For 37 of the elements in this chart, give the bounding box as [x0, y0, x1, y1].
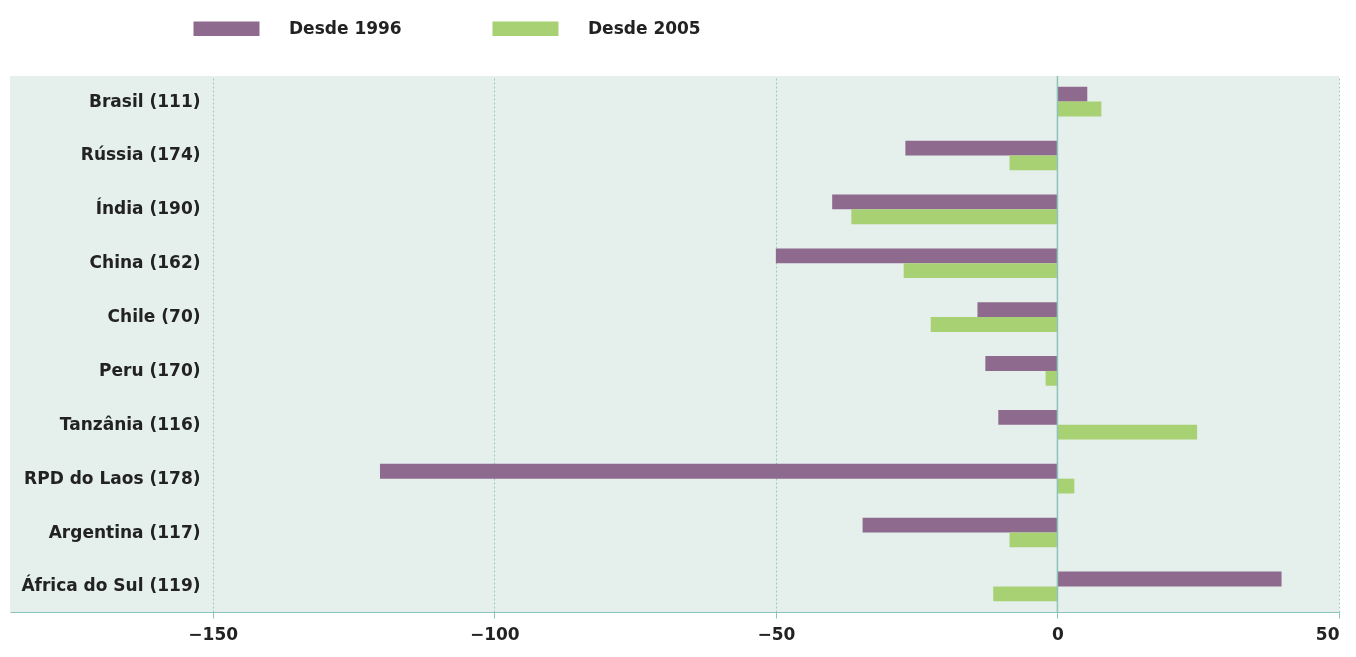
x-tick-label: −150 [188, 623, 239, 644]
bar [775, 248, 1058, 264]
y-tick-label: Argentina (117) [48, 521, 201, 542]
bar [1009, 532, 1058, 548]
y-tick-label: Índia (190) [95, 197, 201, 219]
legend-label: Desde 2005 [588, 17, 701, 38]
bar [851, 209, 1058, 225]
bar [832, 194, 1058, 210]
bar [1057, 424, 1198, 440]
bar [985, 356, 1058, 371]
y-tick-label: Brasil (111) [88, 90, 201, 111]
x-tick-label: 0 [1052, 623, 1065, 644]
x-tick-label: −50 [757, 623, 796, 644]
bar [1057, 478, 1075, 494]
bar [905, 140, 1058, 156]
bar [862, 517, 1058, 533]
x-tick-label: 50 [1315, 623, 1340, 644]
y-tick-label: África do Sul (119) [21, 574, 201, 596]
y-tick-label: RPD do Laos (178) [24, 467, 201, 488]
bar [379, 463, 1058, 479]
bar [1057, 86, 1088, 102]
y-tick-label: Chile (70) [107, 306, 201, 327]
bar [1057, 101, 1102, 117]
legend-label: Desde 1996 [289, 17, 402, 38]
y-tick-label: Peru (170) [99, 359, 201, 380]
y-tick-label: Tanzânia (116) [59, 413, 201, 434]
bar [993, 586, 1058, 602]
bar [998, 409, 1058, 425]
x-tick-label: −100 [469, 623, 520, 644]
bar [1045, 370, 1058, 386]
y-tick-label: Rússia (174) [80, 144, 201, 165]
bar [1057, 571, 1282, 587]
bar [903, 263, 1058, 279]
y-tick-label: China (162) [89, 252, 201, 273]
bar [977, 302, 1058, 318]
bar [1009, 155, 1058, 171]
bar [930, 317, 1058, 332]
